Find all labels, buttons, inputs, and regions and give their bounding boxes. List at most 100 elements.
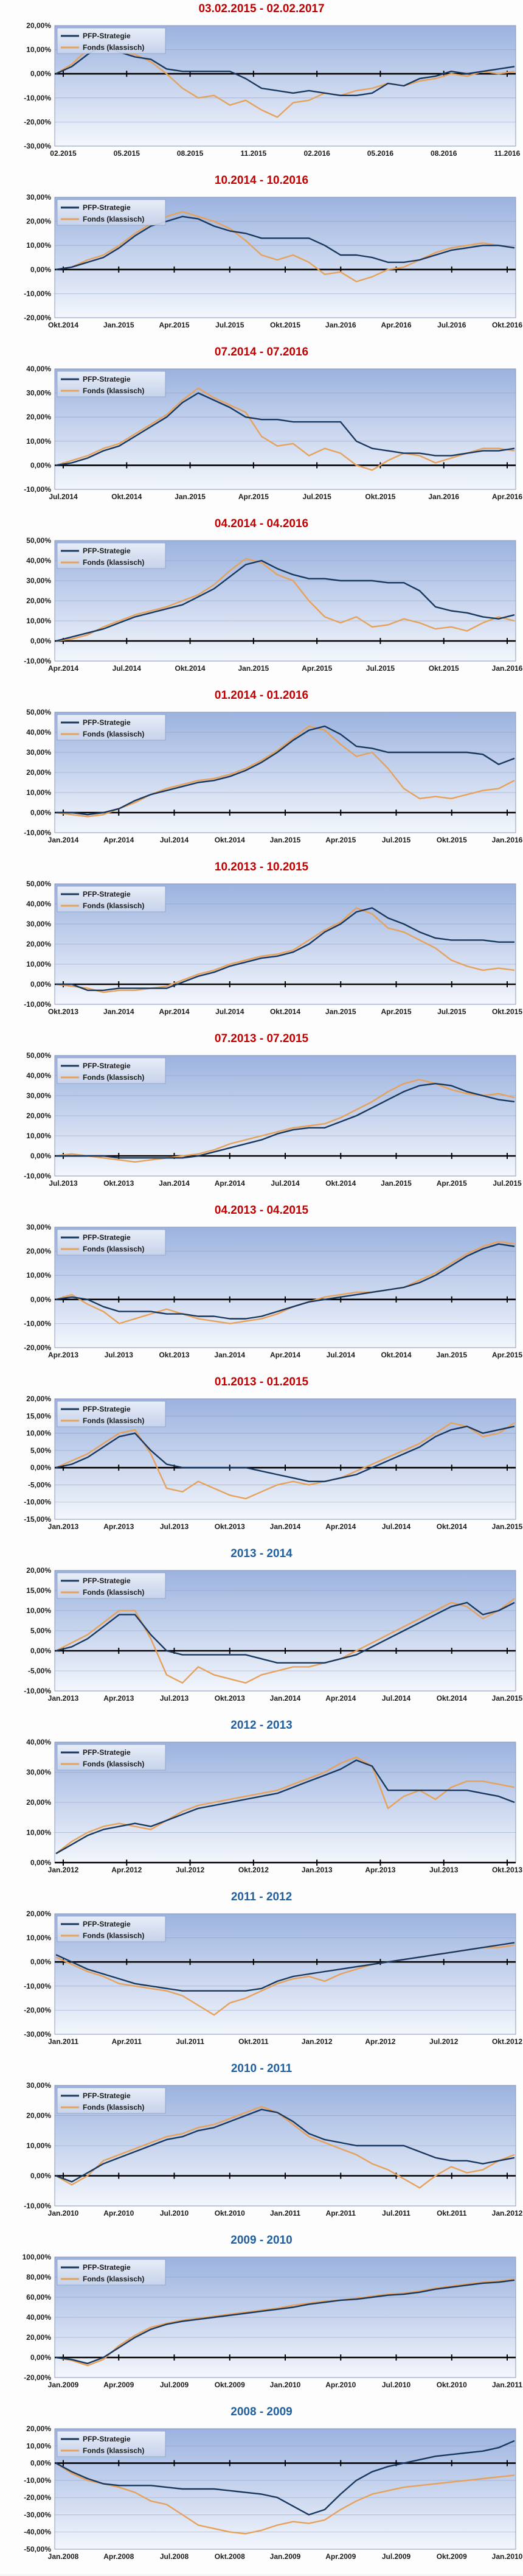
y-tick-label: 20,00% (26, 1247, 51, 1256)
legend-label: Fonds (klassisch) (83, 1588, 144, 1597)
x-tick-label: Okt.2014 (175, 664, 206, 673)
y-tick-label: 0,00% (30, 980, 51, 989)
y-tick-label: -10,00% (24, 1687, 51, 1695)
x-tick-label: Jan.2015 (175, 492, 206, 501)
x-tick-label: Okt.2013 (215, 1694, 245, 1703)
y-tick-label: 10,00% (26, 1829, 51, 1837)
x-tick-label: Jan.2015 (238, 664, 269, 673)
chart-svg: 50,00% 40,00% 30,00% 20,00% 10,00% 0,00% -10,0… (24, 708, 522, 844)
x-tick-label: Jan.2016 (492, 664, 523, 673)
chart-title: 2013 - 2014 (230, 1547, 293, 1560)
x-tick-label: Jul.2013 (49, 1179, 78, 1188)
y-tick-label: 10,00% (26, 46, 51, 54)
y-tick-label: 20,00% (26, 21, 51, 30)
x-tick-label: Okt.2013 (103, 1179, 134, 1188)
y-tick-label: 0,00% (30, 808, 51, 817)
chart-svg: 50,00% 40,00% 30,00% 20,00% 10,00% 0,00% -10,0… (24, 536, 523, 673)
y-tick-label: 40,00% (26, 1071, 51, 1080)
x-tick-label: Okt.2016 (492, 321, 522, 329)
y-tick-label: 20,00% (26, 1798, 51, 1807)
chart-svg: 30,00%20,00%10,00%0,00%-10,00%-20,00%Okt… (24, 193, 522, 329)
y-tick-label: 0,00% (30, 1958, 51, 1966)
legend-label: PFP-Strategie (83, 32, 131, 40)
x-tick-label: Okt.2014 (325, 1179, 356, 1188)
x-tick-label: Apr.2014 (48, 664, 78, 673)
y-tick-label: 50,00% (26, 536, 51, 545)
y-tick-label: 0,00% (30, 2459, 51, 2468)
x-tick-label: 11.2015 (240, 149, 266, 158)
legend-label: PFP-Strategie (83, 2435, 131, 2443)
legend-label: Fonds (klassisch) (83, 43, 144, 52)
y-tick-label: -50,00% (24, 2545, 51, 2553)
legend-label: Fonds (klassisch) (83, 387, 144, 395)
x-tick-label: Jan.2010 (270, 2381, 301, 2389)
y-tick-label: 60,00% (26, 2293, 51, 2301)
x-tick-label: Jul.2016 (437, 321, 466, 329)
x-tick-label: Okt.2015 (429, 664, 459, 673)
series-line-pfp (55, 44, 515, 97)
x-tick-label: Jan.2013 (48, 1522, 79, 1531)
y-tick-label: 50,00% (26, 708, 51, 716)
legend-label: PFP-Strategie (83, 2263, 131, 2272)
series-line-fonds (55, 387, 515, 471)
y-tick-label: 5,00% (30, 1446, 51, 1455)
y-tick-label: 0,00% (30, 1858, 51, 1867)
series-line-pfp (55, 559, 515, 642)
series-line-pfp (56, 1083, 515, 1159)
x-tick-label: 08.2016 (431, 149, 457, 158)
legend (57, 371, 166, 397)
x-tick-label: Jul.2014 (49, 492, 78, 501)
x-tick-label: Jul.2014 (113, 664, 142, 673)
x-tick-label: Jan.2014 (214, 1351, 245, 1359)
legend (57, 199, 166, 226)
x-tick-label: Jul.2013 (160, 1522, 189, 1531)
y-tick-label: 30,00% (26, 576, 51, 585)
chart-svg: 50,00% 40,00% 30,00% 20,00% 10,00% 0,00% -10,0… (24, 880, 522, 1016)
x-tick-label: Okt.2014 (437, 1694, 467, 1703)
x-tick-label: Jul.2015 (493, 1179, 522, 1188)
chart-title: 01.2014 - 01.2016 (214, 689, 309, 702)
x-tick-label: Jan.2016 (428, 492, 459, 501)
x-tick-label: Jul.2013 (160, 1694, 189, 1703)
y-tick-label: -10,00% (24, 2476, 51, 2485)
x-tick-label: Jan.2014 (270, 1694, 301, 1703)
legend (57, 27, 166, 54)
x-tick-label: Jan.2016 (325, 321, 356, 329)
legend (57, 1057, 166, 1084)
series-line-pfp (55, 1426, 515, 1483)
y-tick-label: 50,00% (26, 880, 51, 888)
y-tick-label: -30,00% (24, 142, 51, 150)
series-line-fonds (55, 211, 515, 282)
x-tick-label: Jan.2011 (48, 2037, 78, 2046)
y-tick-label: 20,00% (26, 1909, 51, 1918)
x-tick-label: Apr.2013 (103, 1694, 134, 1703)
x-tick-label: Apr.2014 (270, 1351, 300, 1359)
legend (57, 2259, 166, 2286)
x-tick-label: Jan.2010 (492, 2552, 523, 2561)
series-line-pfp (56, 907, 514, 992)
chart-title: 2012 - 2013 (230, 1719, 293, 1732)
x-tick-label: Okt.2015 (492, 1007, 522, 1016)
x-tick-label: Jul.2013 (429, 1866, 459, 1874)
legend-label: PFP-Strategie (83, 375, 131, 383)
y-tick-label: -15,00% (24, 1515, 51, 1524)
legend-label: Fonds (klassisch) (83, 2103, 144, 2112)
y-tick-label: 10,00% (26, 1606, 51, 1615)
chart-panel: 2012 - 2013 40,00% 30,00% 20,00% 10,00% 0,00%… (0, 1717, 523, 1889)
y-tick-label: -20,00% (24, 2493, 51, 2502)
chart-panel: 04.2013 - 04.2015 30,00% 20,00% 10,00% 0,00%… (0, 1202, 523, 1374)
legend-label: PFP-Strategie (83, 1577, 131, 1585)
series-line-pfp (55, 2109, 515, 2183)
legend (57, 1916, 166, 1942)
x-tick-label: Apr.2014 (159, 1007, 189, 1016)
x-tick-label: Jul.2012 (429, 2037, 459, 2046)
x-tick-label: Jan.2014 (159, 1179, 190, 1188)
x-tick-label: Okt.2013 (492, 1866, 522, 1874)
legend-label: PFP-Strategie (83, 1062, 131, 1070)
x-tick-label: Jan.2012 (302, 2037, 333, 2046)
x-tick-label: Jul.2010 (382, 2381, 411, 2389)
legend-label: PFP-Strategie (83, 890, 131, 898)
legend (57, 714, 166, 741)
series-line-fonds (55, 1598, 515, 1684)
legend (57, 542, 166, 569)
